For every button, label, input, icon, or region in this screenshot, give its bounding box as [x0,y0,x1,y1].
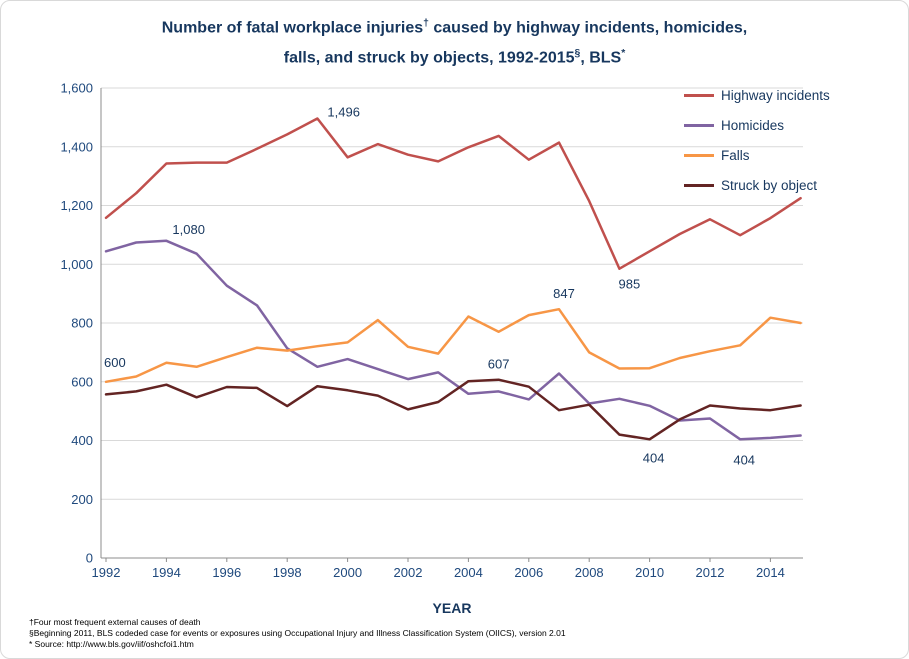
svg-text:2012: 2012 [696,565,725,580]
legend-line-swatch-homicides [684,123,714,127]
chart-title-line1: Number of fatal workplace injuries† caus… [161,18,748,37]
legend-entry-homicides: Homicides [684,110,830,140]
svg-text:1,000: 1,000 [60,257,93,272]
footnote-oiics: §Beginning 2011, BLS codeded case for ev… [29,628,566,638]
svg-text:1992: 1992 [92,565,121,580]
chart-title: Number of fatal workplace injuries† caus… [1,11,908,72]
svg-text:2002: 2002 [394,565,423,580]
legend-label-homicides: Homicides [721,117,785,133]
svg-text:2004: 2004 [454,565,483,580]
footnotes: †Four most frequent external causes of d… [29,617,566,650]
dagger-superscript: † [423,18,429,29]
x-axis-title: YEAR [432,600,472,616]
asterisk-superscript: * [621,48,626,60]
svg-text:1,600: 1,600 [60,81,93,96]
legend-entry-highway-incidents: Highway incidents [684,80,830,110]
svg-text:2014: 2014 [756,565,785,580]
svg-text:2010: 2010 [635,565,664,580]
svg-text:800: 800 [71,316,93,331]
chart-title-line2: falls, and struck by objects, 1992-2015§… [283,48,626,67]
svg-text:1998: 1998 [273,565,302,580]
legend-line-swatch-struck [684,183,714,187]
svg-text:847: 847 [553,286,575,301]
legend-label-struck: Struck by object [721,177,818,193]
chart-legend: Highway incidents Homicides Falls Struck… [684,80,830,200]
svg-text:1994: 1994 [152,565,181,580]
legend-entry-struck-by-object: Struck by object [684,170,830,200]
svg-text:200: 200 [71,492,93,507]
legend-line-swatch-highway [684,93,714,97]
svg-text:1,496: 1,496 [327,105,360,120]
svg-text:0: 0 [86,551,93,566]
svg-text:404: 404 [733,452,755,467]
svg-text:600: 600 [71,374,93,389]
legend-line-swatch-falls [684,153,714,157]
svg-text:2000: 2000 [333,565,362,580]
svg-text:404: 404 [643,450,665,465]
legend-label-falls: Falls [721,147,750,163]
svg-text:2008: 2008 [575,565,604,580]
footnote-causes: †Four most frequent external causes of d… [29,617,201,627]
svg-text:1,400: 1,400 [60,139,93,154]
svg-text:1,200: 1,200 [60,198,93,213]
svg-text:607: 607 [488,357,510,372]
section-superscript: § [574,48,581,60]
svg-text:985: 985 [619,277,641,292]
svg-text:2006: 2006 [514,565,543,580]
svg-text:1,080: 1,080 [172,222,205,237]
legend-label-highway: Highway incidents [721,87,830,103]
footnote-source-url: * Source: http://www.bls.gov/iif/oshcfoi… [29,639,194,649]
svg-text:400: 400 [71,433,93,448]
svg-text:1996: 1996 [212,565,241,580]
svg-text:600: 600 [104,355,126,370]
legend-entry-falls: Falls [684,140,830,170]
